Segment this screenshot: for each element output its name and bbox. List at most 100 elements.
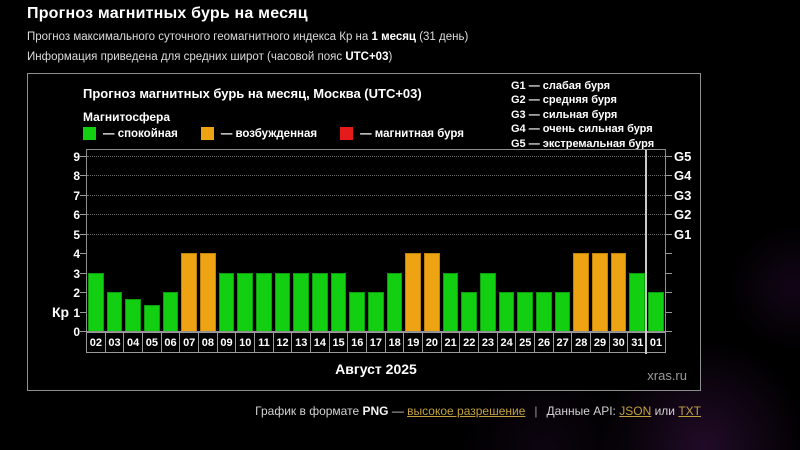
bars-row — [87, 150, 665, 331]
bar-28 — [573, 253, 590, 331]
date-cell-04: 04 — [123, 332, 144, 353]
y-tick-right-2 — [666, 292, 672, 294]
date-cell-16: 16 — [347, 332, 368, 353]
bar-15 — [330, 273, 347, 331]
legend-item-quiet: — спокойная — [83, 127, 178, 140]
subtitle1-bold: 1 месяц — [371, 31, 417, 43]
right-axis-labels: G1 G2 G3 G4 G5 — [674, 149, 700, 332]
date-cell-24: 24 — [496, 332, 517, 353]
page-header: Прогноз магнитных бурь на месяц Прогноз … — [27, 5, 468, 63]
date-cell-07: 07 — [179, 332, 200, 353]
date-cell-14: 14 — [310, 332, 330, 353]
bar-30 — [610, 253, 627, 331]
bar-14 — [312, 273, 328, 331]
magnetosphere-legend-title: Магнитосфера — [83, 110, 171, 124]
gridline-kp6 — [87, 214, 665, 216]
right-axis-label-g5: G5 — [674, 149, 692, 165]
bar-24 — [498, 292, 515, 331]
date-cell-13: 13 — [291, 332, 312, 353]
date-cell-06: 06 — [160, 332, 181, 353]
date-cell-22: 22 — [459, 332, 480, 353]
y-label-4: 4 — [73, 247, 80, 262]
y-label-7: 7 — [73, 188, 80, 203]
g-scale-legend-g3: G3 — сильная буря — [511, 108, 618, 121]
legend-label-storm: — магнитная буря — [360, 127, 464, 140]
y-label-0: 0 — [73, 325, 80, 339]
subtitle1-prefix: Прогноз максимального суточного геомагни… — [27, 31, 372, 43]
y-tick-left-5 — [80, 233, 86, 235]
bar-19 — [405, 253, 422, 331]
right-axis-label-g2: G2 — [674, 207, 692, 223]
bar-22 — [461, 292, 478, 331]
y-tick-left-9 — [80, 156, 86, 158]
bar-12 — [274, 273, 291, 331]
y-tick-left-2 — [80, 292, 86, 294]
y-label-1: 1 — [73, 305, 80, 320]
quiet-color-swatch-icon — [83, 127, 96, 140]
bar-08 — [200, 253, 216, 331]
api-txt-link[interactable]: TXT — [678, 404, 701, 418]
x-axis-title: Август 2025 — [335, 361, 417, 377]
x-axis-date-row: 02 03 04 05 06 07 08 09 10 11 12 13 14 15 16 17 18 19 20 21… — [86, 332, 666, 353]
footer-separator: | — [534, 404, 538, 418]
date-cell-02: 02 — [86, 332, 106, 353]
footer-png-bold: PNG — [362, 404, 389, 418]
date-cell-21: 21 — [440, 332, 461, 353]
y-axis-labels: 0 1 2 3 4 5 6 7 8 9 — [56, 149, 80, 339]
bar-23 — [480, 273, 496, 331]
legend-label-quiet: — спокойная — [103, 127, 178, 140]
bar-11 — [256, 273, 272, 331]
footer-or-text: или — [651, 404, 679, 418]
watermark: xras.ru — [647, 368, 687, 383]
y-tick-right-9 — [666, 156, 672, 158]
bar-17 — [368, 292, 384, 331]
date-cell-15: 15 — [328, 332, 349, 353]
date-cell-03: 03 — [104, 332, 125, 353]
high-resolution-link[interactable]: высокое разрешение — [407, 404, 526, 418]
y-tick-left-3 — [80, 272, 86, 274]
bar-04 — [125, 299, 142, 331]
subtitle2-prefix: Информация приведена для средних широт (… — [27, 51, 346, 63]
date-cell-09: 09 — [216, 332, 237, 353]
date-cell-23: 23 — [478, 332, 498, 353]
date-cell-29: 29 — [590, 332, 610, 353]
g-scale-legend-g2: G2 — средняя буря — [511, 94, 617, 107]
bar-01 — [648, 292, 664, 331]
y-tick-left-6 — [80, 214, 86, 216]
right-axis-label-g4: G4 — [674, 168, 692, 184]
y-tick-left-0 — [80, 331, 86, 332]
footer: График в формате PNG — высокое разрешени… — [255, 404, 701, 418]
g-scale-legend-g4: G4 — очень сильная буря — [511, 123, 653, 136]
date-cell-20: 20 — [422, 332, 442, 353]
bar-13 — [293, 273, 310, 331]
date-cell-01: 01 — [646, 332, 666, 353]
g-scale-legend-g1: G1 — слабая буря — [511, 80, 611, 92]
y-tick-right-8 — [666, 175, 672, 177]
gridline-kp9 — [87, 156, 665, 158]
storm-color-swatch-icon — [340, 127, 354, 140]
y-label-3: 3 — [73, 266, 80, 281]
subtitle2-suffix: ) — [388, 51, 393, 63]
bar-18 — [386, 273, 403, 331]
subtitle2-bold: UTC+03 — [345, 51, 389, 63]
legend-label-excited: — возбужденная — [220, 127, 318, 140]
bar-27 — [554, 292, 571, 331]
legend-item-excited: — возбужденная — [200, 127, 318, 140]
date-cell-30: 30 — [608, 332, 629, 353]
date-cell-11: 11 — [254, 332, 274, 353]
api-json-link[interactable]: JSON — [619, 404, 652, 418]
bar-25 — [517, 292, 534, 331]
page-subtitle-1: Прогноз максимального суточного геомагни… — [27, 31, 468, 43]
bar-20 — [424, 253, 440, 331]
bar-05 — [144, 305, 160, 331]
footer-api-prefix: Данные API: — [546, 404, 620, 418]
y-label-6: 6 — [73, 208, 80, 223]
date-cell-08: 08 — [198, 332, 218, 353]
date-cell-05: 05 — [142, 332, 162, 353]
y-label-8: 8 — [73, 169, 80, 184]
bar-29 — [592, 253, 608, 331]
y-tick-right-3 — [666, 272, 672, 274]
legend-item-storm: — магнитная буря — [340, 127, 464, 140]
y-tick-right-4 — [666, 253, 672, 255]
right-axis-label-g1: G1 — [674, 226, 692, 242]
